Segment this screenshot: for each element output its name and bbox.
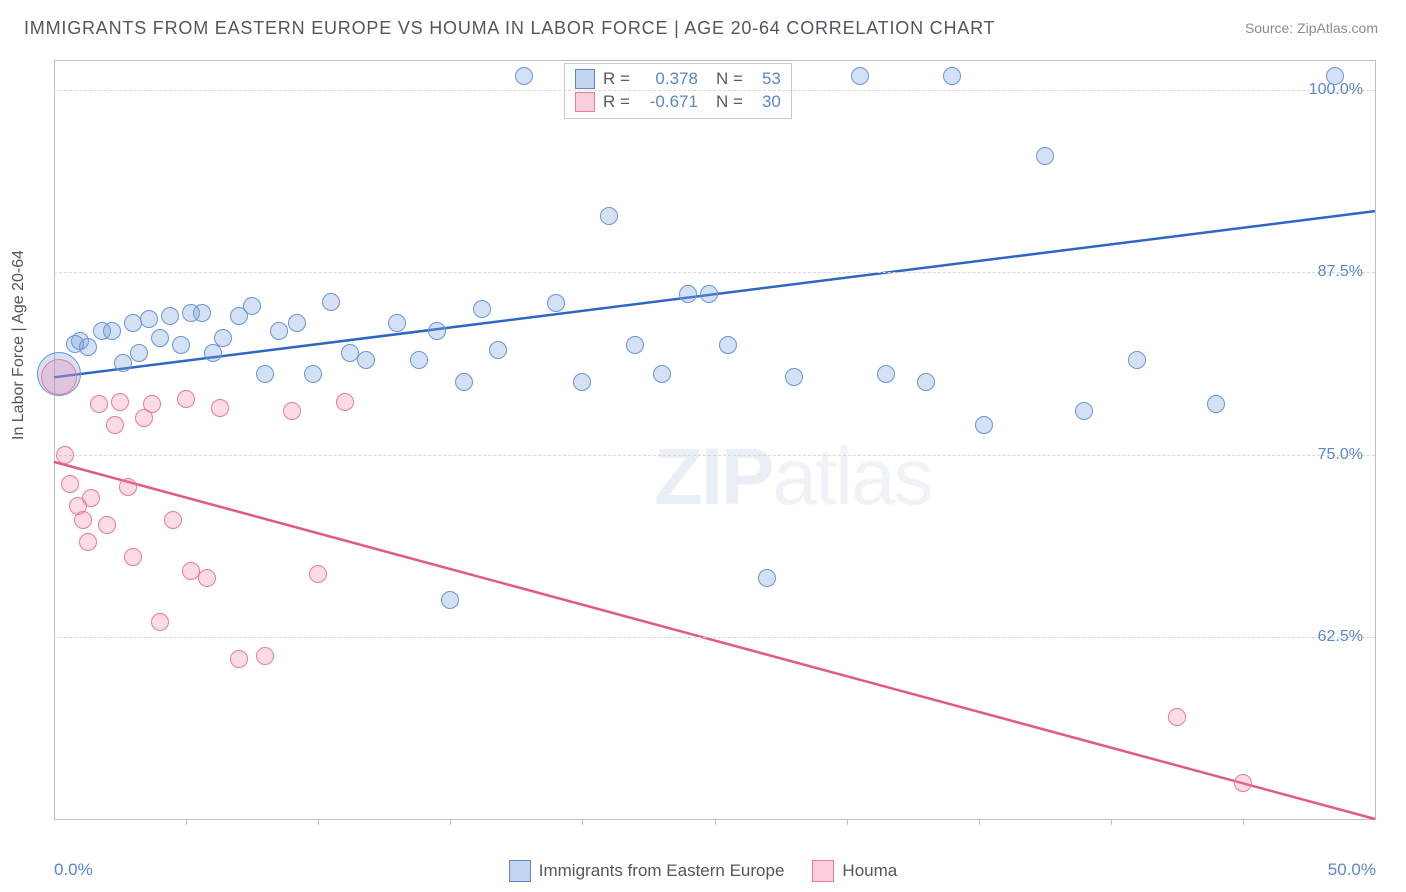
x-tick [318, 819, 319, 825]
x-tick [1111, 819, 1112, 825]
scatter-point-blue [679, 285, 697, 303]
scatter-point-pink [106, 416, 124, 434]
scatter-point-pink [98, 516, 116, 534]
scatter-point-blue [1075, 402, 1093, 420]
scatter-point-blue [288, 314, 306, 332]
gridline [54, 455, 1375, 456]
scatter-point-blue [785, 368, 803, 386]
scatter-point-blue [243, 297, 261, 315]
scatter-point-pink [79, 533, 97, 551]
scatter-point-blue [270, 322, 288, 340]
legend-swatch-blue-icon [509, 860, 531, 882]
scatter-point-blue [114, 354, 132, 372]
scatter-point-pink [283, 402, 301, 420]
regression-lines [54, 61, 1375, 819]
scatter-point-blue [322, 293, 340, 311]
scatter-point-blue [193, 304, 211, 322]
scatter-point-pink [82, 489, 100, 507]
scatter-point-blue [975, 416, 993, 434]
scatter-point-blue [103, 322, 121, 340]
scatter-point-blue [304, 365, 322, 383]
scatter-point-blue [547, 294, 565, 312]
scatter-point-pink [124, 548, 142, 566]
scatter-point-blue [473, 300, 491, 318]
scatter-point-pink [41, 359, 77, 395]
x-tick [582, 819, 583, 825]
scatter-point-blue [455, 373, 473, 391]
scatter-point-blue [256, 365, 274, 383]
scatter-point-pink [90, 395, 108, 413]
legend-label-blue: Immigrants from Eastern Europe [539, 861, 785, 881]
scatter-point-blue [626, 336, 644, 354]
scatter-point-blue [917, 373, 935, 391]
scatter-point-blue [851, 67, 869, 85]
scatter-point-blue [1128, 351, 1146, 369]
x-tick [450, 819, 451, 825]
bottom-legend: Immigrants from Eastern Europe Houma [0, 860, 1406, 882]
scatter-point-blue [357, 351, 375, 369]
scatter-point-blue [573, 373, 591, 391]
scatter-point-pink [1168, 708, 1186, 726]
x-tick [1243, 819, 1244, 825]
y-tick-label: 62.5% [1318, 628, 1363, 646]
y-axis-label: In Labor Force | Age 20-64 [10, 250, 28, 440]
scatter-point-blue [758, 569, 776, 587]
gridline [54, 637, 1375, 638]
gridline [54, 272, 1375, 273]
scatter-point-blue [172, 336, 190, 354]
scatter-point-blue [943, 67, 961, 85]
gridline [54, 90, 1375, 91]
scatter-point-blue [130, 344, 148, 362]
scatter-point-pink [74, 511, 92, 529]
x-tick [186, 819, 187, 825]
legend-item-blue: Immigrants from Eastern Europe [509, 860, 785, 882]
legend-item-pink: Houma [812, 860, 897, 882]
scatter-point-blue [600, 207, 618, 225]
scatter-point-pink [177, 390, 195, 408]
scatter-point-blue [700, 285, 718, 303]
scatter-point-pink [230, 650, 248, 668]
scatter-point-pink [1234, 774, 1252, 792]
scatter-point-blue [515, 67, 533, 85]
scatter-point-blue [719, 336, 737, 354]
scatter-point-blue [441, 591, 459, 609]
legend-label-pink: Houma [842, 861, 897, 881]
chart-title: IMMIGRANTS FROM EASTERN EUROPE VS HOUMA … [24, 18, 995, 39]
y-tick-label: 75.0% [1318, 446, 1363, 464]
regression-line [54, 462, 1375, 819]
scatter-point-blue [410, 351, 428, 369]
scatter-point-blue [428, 322, 446, 340]
scatter-point-blue [161, 307, 179, 325]
chart-plot-area: ZIPatlas R = 0.378 N = 53 R = -0.671 N =… [54, 60, 1376, 820]
scatter-point-pink [211, 399, 229, 417]
scatter-point-blue [877, 365, 895, 383]
scatter-point-pink [143, 395, 161, 413]
scatter-point-blue [388, 314, 406, 332]
scatter-point-blue [489, 341, 507, 359]
x-tick [847, 819, 848, 825]
x-tick [715, 819, 716, 825]
scatter-point-pink [56, 446, 74, 464]
scatter-point-pink [309, 565, 327, 583]
y-tick-label: 87.5% [1318, 263, 1363, 281]
scatter-point-pink [336, 393, 354, 411]
legend-swatch-pink-icon [812, 860, 834, 882]
scatter-point-blue [214, 329, 232, 347]
scatter-point-pink [198, 569, 216, 587]
scatter-point-blue [151, 329, 169, 347]
scatter-point-blue [653, 365, 671, 383]
scatter-point-blue [1326, 67, 1344, 85]
scatter-point-pink [61, 475, 79, 493]
scatter-point-pink [111, 393, 129, 411]
scatter-point-pink [119, 478, 137, 496]
scatter-point-pink [151, 613, 169, 631]
scatter-point-blue [1207, 395, 1225, 413]
scatter-point-blue [140, 310, 158, 328]
source-attribution: Source: ZipAtlas.com [1245, 20, 1378, 36]
x-tick [979, 819, 980, 825]
scatter-point-blue [1036, 147, 1054, 165]
scatter-point-pink [164, 511, 182, 529]
scatter-point-pink [256, 647, 274, 665]
scatter-point-blue [79, 338, 97, 356]
